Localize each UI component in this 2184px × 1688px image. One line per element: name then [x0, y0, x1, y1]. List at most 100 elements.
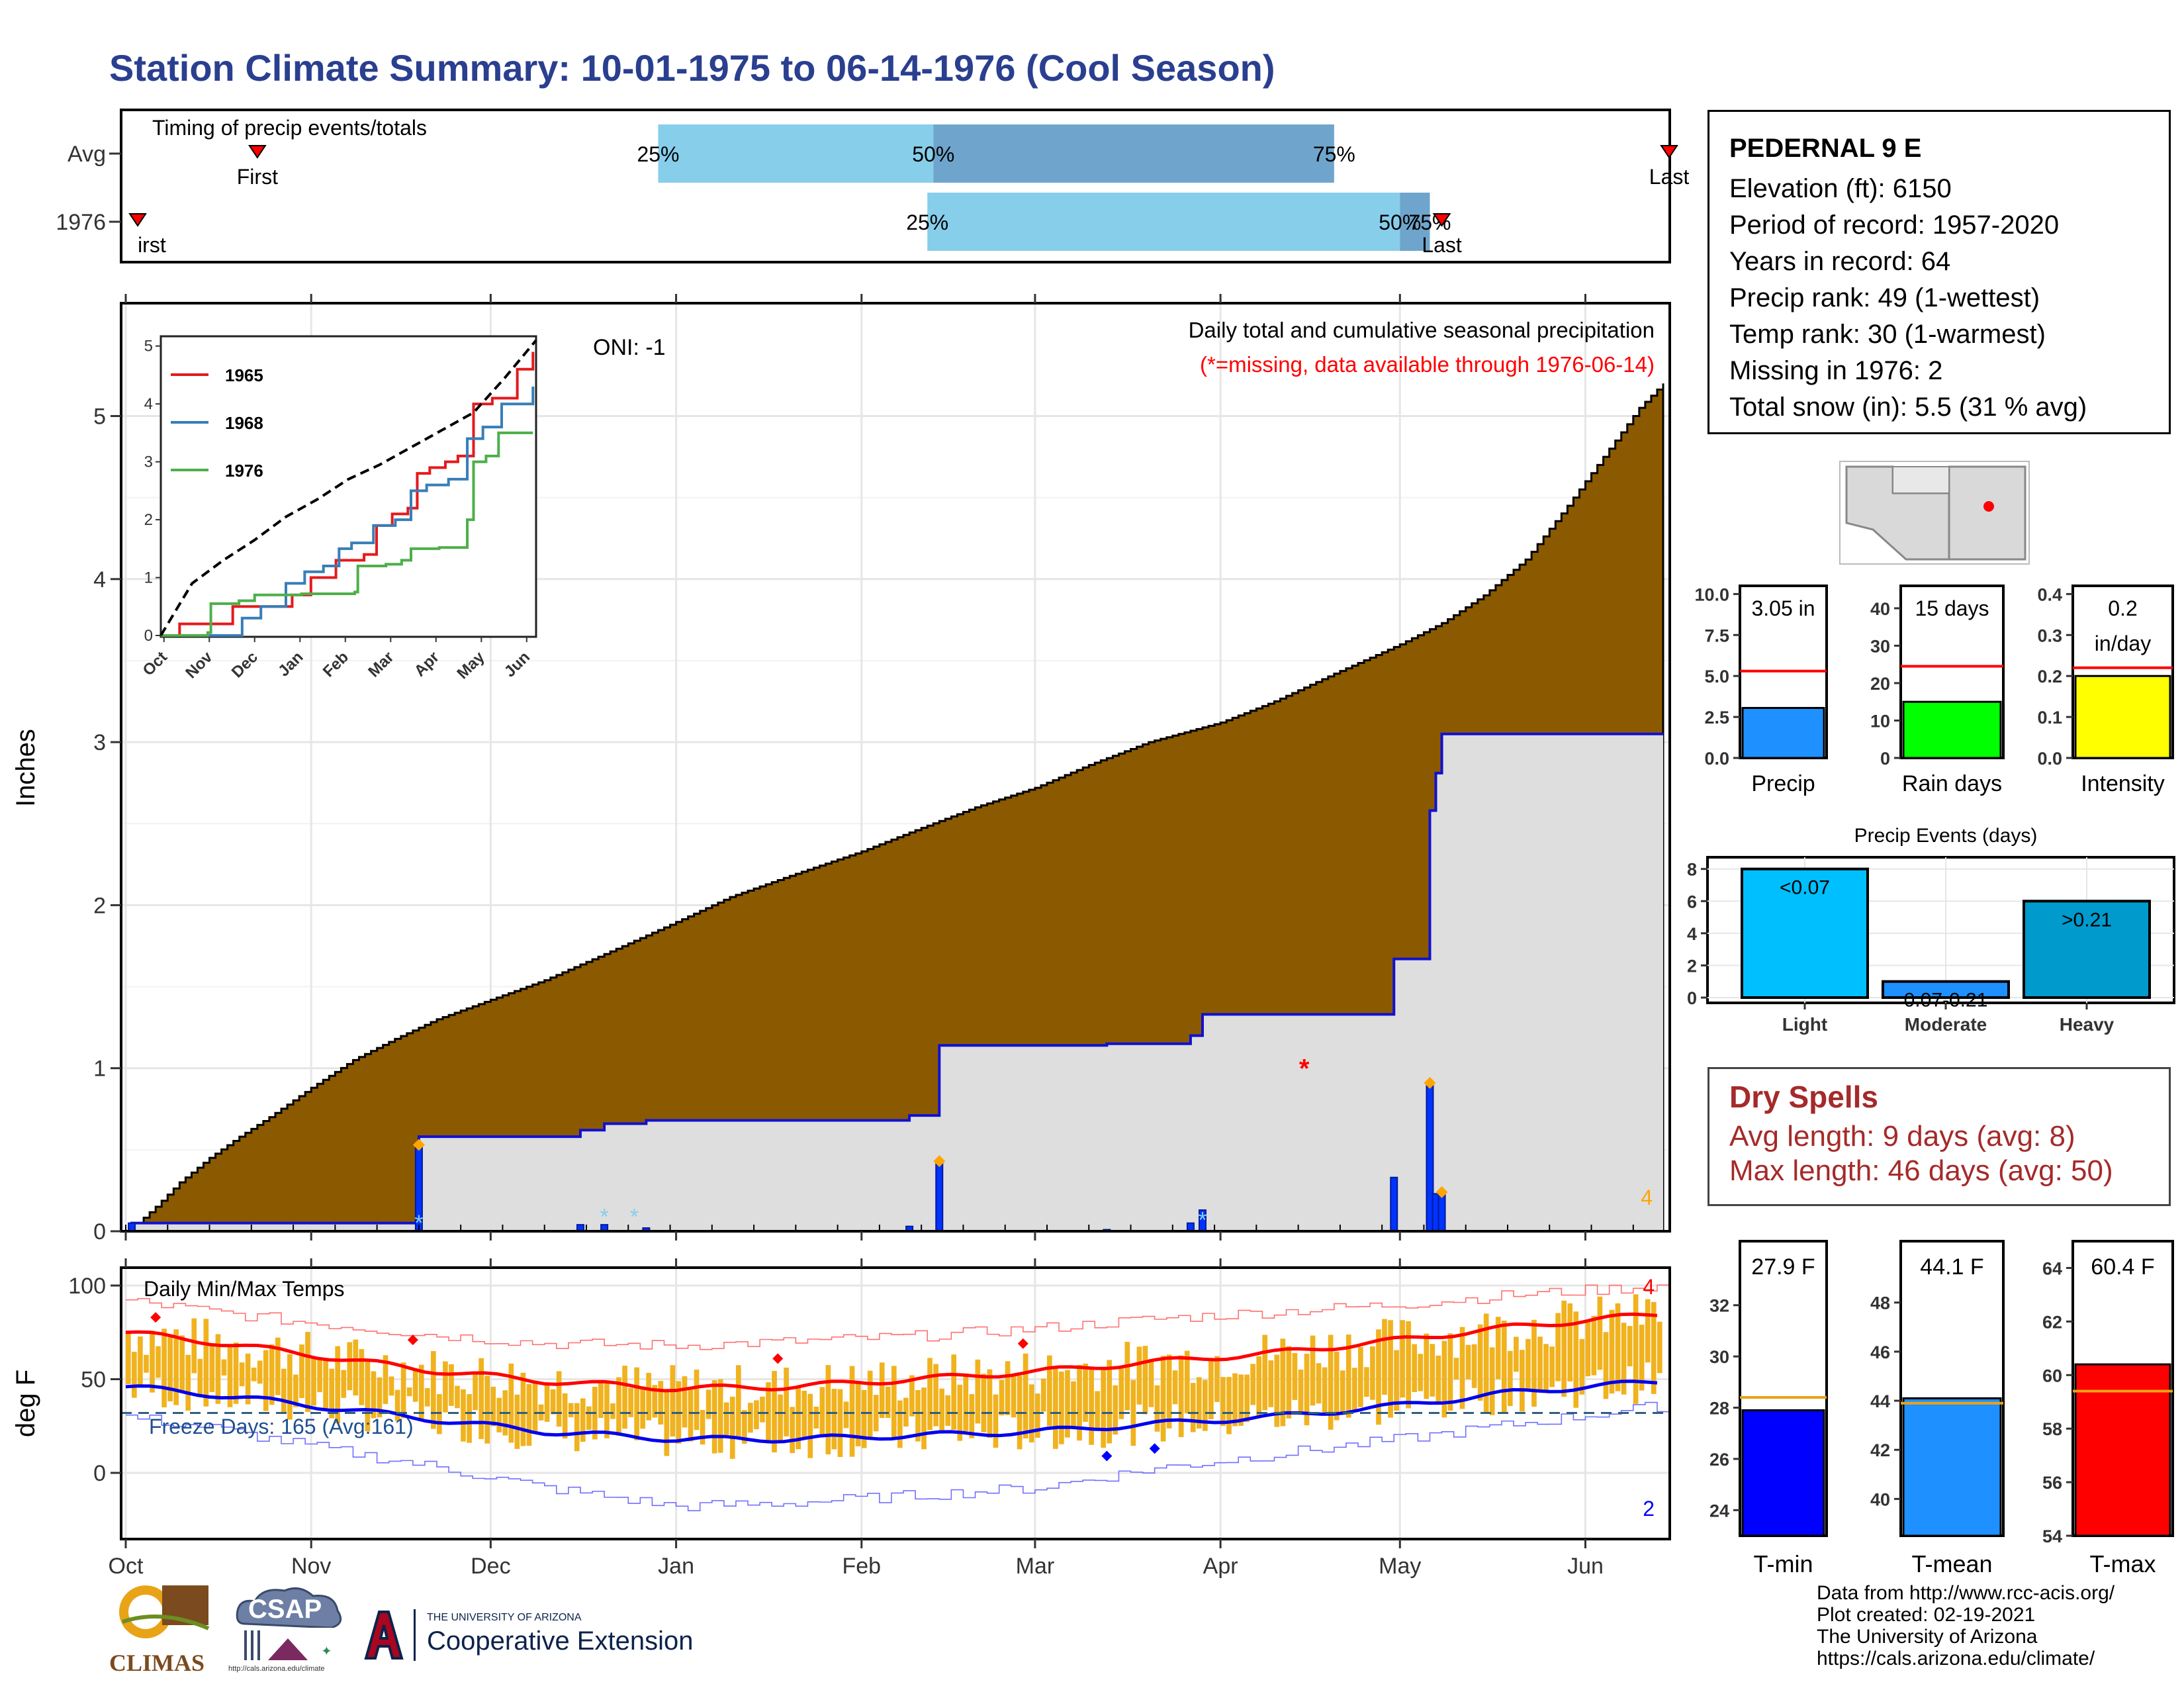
- station-line: Temp rank: 30 (1-warmest): [1729, 320, 2046, 349]
- daily-temp-bar: [987, 1369, 993, 1438]
- snow-marker: *: [630, 1204, 639, 1229]
- daily-temp-bar: [742, 1410, 747, 1444]
- daily-temp-bar: [957, 1384, 963, 1441]
- daily-temp-bar: [514, 1394, 520, 1449]
- daily-temp-bar: [150, 1331, 155, 1393]
- daily-temp-bar: [748, 1403, 753, 1433]
- tsum-bar: [2074, 1363, 2171, 1537]
- temps-count-low: 2: [1643, 1497, 1655, 1521]
- daily-temp-bar: [790, 1407, 796, 1454]
- daily-temp-bar: [580, 1398, 586, 1442]
- events-ytick-label: 4: [1687, 924, 1697, 944]
- total-value-label: 15 days: [1915, 596, 1989, 620]
- daily-temp-bar: [1083, 1363, 1088, 1422]
- tsum-axis-label: T-min: [1754, 1550, 1813, 1577]
- daily-temp-bar: [1567, 1303, 1573, 1382]
- precip-ytick-label: 2: [93, 893, 106, 918]
- total-axis-label: Rain days: [1902, 771, 2002, 796]
- daily-temp-bar: [1483, 1313, 1489, 1413]
- daily-temp-bar: [735, 1365, 741, 1439]
- daily-temp-bar: [1328, 1335, 1334, 1430]
- daily-temp-bar: [1142, 1346, 1148, 1415]
- daily-temp-bar: [1053, 1368, 1058, 1449]
- tsum-ytick-label: 62: [2042, 1312, 2062, 1332]
- heavy-event-marker: [1424, 1076, 1436, 1089]
- tsum-bar: [1902, 1397, 2002, 1537]
- daily-temp-bar: [1657, 1321, 1662, 1374]
- last-marker: [1660, 145, 1678, 159]
- daily-temp-bar: [628, 1387, 633, 1417]
- credit-line: Data from http://www.rcc-acis.org/: [1817, 1582, 2115, 1604]
- daily-temp-bar: [1351, 1368, 1357, 1410]
- daily-temp-bar: [879, 1362, 885, 1419]
- daily-temp-bar: [1077, 1364, 1082, 1441]
- daily-temp-bar: [1310, 1335, 1316, 1406]
- daily-temp-bar: [1543, 1344, 1549, 1391]
- daily-temp-bar: [682, 1376, 688, 1428]
- tsum-ytick-label: 46: [1870, 1342, 1890, 1362]
- daily-temp-bar: [550, 1389, 556, 1415]
- credits: Data from http://www.rcc-acis.org/ Plot …: [1817, 1582, 2115, 1669]
- daily-temp-bar: [532, 1381, 538, 1434]
- daily-temp-bar: [359, 1349, 365, 1405]
- daily-temp-bar: [1340, 1370, 1345, 1413]
- tsum-value-label: 60.4 F: [2091, 1254, 2154, 1280]
- daily-temp-bar: [1514, 1336, 1519, 1372]
- daily-temp-bar: [1585, 1320, 1591, 1377]
- daily-temp-bar: [221, 1359, 227, 1376]
- precip-ytick-label: 3: [93, 730, 106, 755]
- daily-temp-bar: [1358, 1346, 1363, 1407]
- last-marker: [1432, 213, 1451, 227]
- tsum-ytick-label: 44: [1870, 1391, 1890, 1411]
- daily-temp-bar: [1130, 1380, 1136, 1446]
- record-high-marker: [150, 1312, 161, 1323]
- daily-temp-bar: [766, 1382, 771, 1444]
- daily-temp-bar: [1113, 1385, 1118, 1435]
- observed-cumulative-line: [126, 732, 1663, 1233]
- daily-temp-bar: [939, 1388, 944, 1431]
- daily-temp-bar: [843, 1401, 849, 1429]
- inset-ytick-label: 2: [144, 511, 153, 529]
- daily-precip-bar: [935, 1160, 944, 1232]
- tsum-ytick-label: 32: [1709, 1296, 1729, 1316]
- tsum-ytick-label: 58: [2042, 1419, 2062, 1439]
- daily-temp-bar: [1178, 1355, 1184, 1437]
- daily-temp-bar: [251, 1367, 257, 1382]
- tsum-ytick-label: 60: [2042, 1366, 2062, 1385]
- credit-line: https://cals.arizona.edu/climate/: [1817, 1648, 2095, 1669]
- daily-temp-bar: [1089, 1368, 1094, 1445]
- precip-count-label: 4: [1641, 1186, 1653, 1209]
- daily-temp-bar: [664, 1391, 670, 1456]
- credit-line: The University of Arizona: [1817, 1626, 2038, 1648]
- daily-temp-bar: [490, 1386, 496, 1427]
- daily-temp-bar: [1447, 1333, 1453, 1411]
- daily-temp-bar: [837, 1389, 843, 1458]
- daily-temp-bar: [556, 1371, 562, 1427]
- daily-temp-bar: [861, 1389, 867, 1448]
- dry-spells-title: Dry Spells: [1729, 1080, 1878, 1114]
- inset-legend-label: 1968: [225, 413, 263, 433]
- daily-temp-bar: [729, 1396, 735, 1459]
- station-location-marker: [1983, 501, 1994, 512]
- daily-temp-bar: [430, 1351, 436, 1429]
- daily-temp-bar: [1591, 1315, 1597, 1376]
- page-title: Station Climate Summary: 10-01-1975 to 0…: [109, 47, 1275, 89]
- inset-ytick-label: 5: [144, 338, 153, 355]
- tmax-avg-line: [125, 1312, 1658, 1393]
- missing-marker: *: [1299, 1055, 1310, 1084]
- daily-temp-bar: [1549, 1346, 1555, 1387]
- csap-text: CSAP: [248, 1595, 322, 1624]
- daily-temp-bar: [197, 1358, 203, 1395]
- daily-temp-bar: [1071, 1381, 1076, 1429]
- oni-annotation: ONI: -1: [593, 335, 666, 360]
- daily-temp-bar: [1244, 1374, 1250, 1423]
- inset-avg-line: [159, 339, 537, 637]
- daily-temp-bar: [1603, 1332, 1609, 1399]
- daily-temp-bar: [1645, 1299, 1651, 1363]
- temps-xtick-label: Mar: [1016, 1554, 1055, 1579]
- daily-temp-bar: [772, 1370, 777, 1453]
- timing-bar-q50-q75: [933, 124, 1334, 183]
- daily-temp-bar: [257, 1360, 263, 1384]
- daily-temp-bar: [1364, 1367, 1369, 1397]
- daily-temp-bar: [1184, 1350, 1190, 1414]
